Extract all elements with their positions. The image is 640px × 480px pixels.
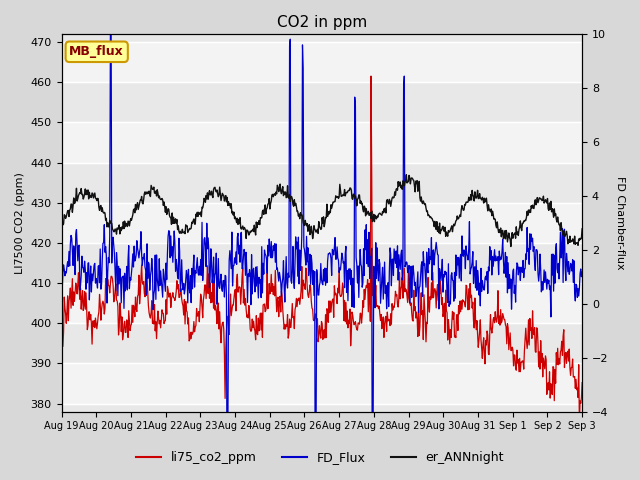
Text: MB_flux: MB_flux (69, 45, 124, 58)
Bar (61, 203, 582, 243)
Bar (61, 283, 582, 323)
Y-axis label: LI7500 CO2 (ppm): LI7500 CO2 (ppm) (15, 172, 25, 274)
Bar (61, 42, 582, 82)
Bar (61, 122, 582, 163)
Title: CO2 in ppm: CO2 in ppm (276, 15, 367, 30)
Y-axis label: FD Chamber-flux: FD Chamber-flux (615, 176, 625, 270)
Legend: li75_co2_ppm, FD_Flux, er_ANNnight: li75_co2_ppm, FD_Flux, er_ANNnight (131, 446, 509, 469)
Bar (61, 363, 582, 404)
